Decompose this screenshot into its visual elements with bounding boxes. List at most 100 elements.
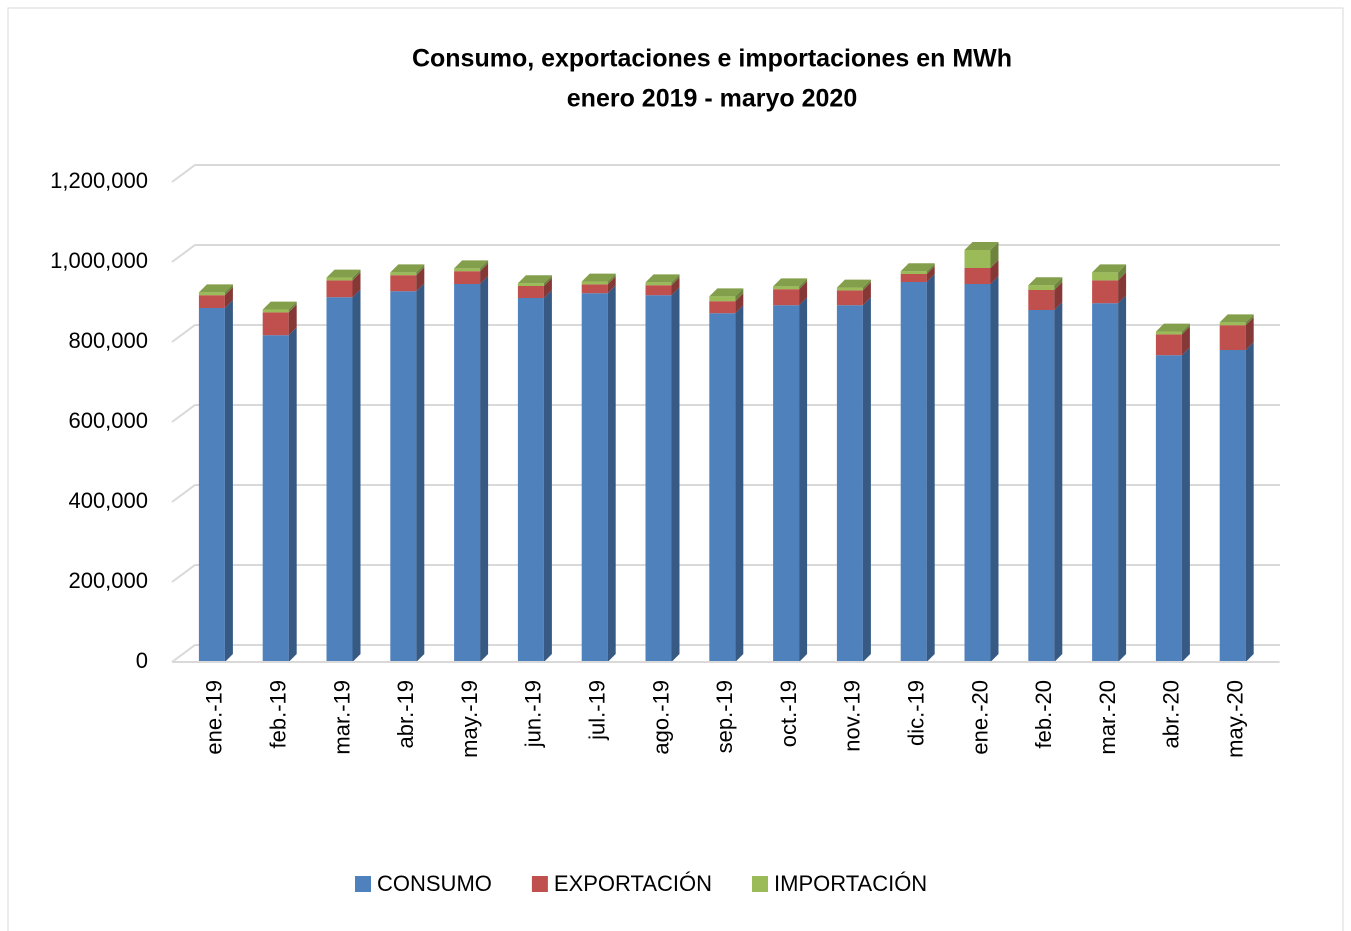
bar-side: [416, 283, 425, 662]
bar-segment: [390, 272, 417, 276]
bar-segment: [1028, 310, 1055, 662]
bar-top: [1092, 264, 1127, 273]
bar-top: [645, 274, 680, 283]
bar-side: [288, 301, 297, 313]
bar-side: [671, 274, 680, 286]
bar-side: [288, 327, 297, 662]
x-tick-label: may.-19: [457, 680, 482, 758]
bar-segment: [1155, 331, 1182, 335]
x-tick-label: abr.-19: [393, 680, 418, 749]
bar-segment: [1092, 303, 1119, 662]
bar-segment: [1092, 272, 1119, 281]
bar-top: [964, 242, 999, 250]
x-tick-label: feb.-20: [1031, 680, 1056, 749]
bar-segment: [198, 295, 225, 308]
bar-side: [862, 282, 871, 306]
bar-top: [1155, 323, 1190, 332]
y-tick-label: 200,000: [68, 568, 148, 593]
bar-side: [480, 263, 489, 284]
bar-segment: [836, 305, 863, 662]
x-tick-label: jun.-19: [521, 680, 546, 748]
bar-segment: [900, 274, 927, 282]
bar-top: [517, 275, 552, 284]
bar-top: [326, 269, 361, 278]
bar-top: [709, 288, 744, 297]
bar-segment: [836, 290, 863, 306]
bar-side: [1181, 326, 1190, 356]
x-tick-label: nov.-19: [840, 680, 865, 752]
bar-side: [735, 305, 744, 662]
bar-side: [607, 273, 616, 285]
bar-side: [1054, 277, 1063, 290]
bar-segment: [1219, 325, 1246, 350]
bar-segment: [773, 286, 800, 290]
bar-side: [990, 242, 999, 268]
x-tick-label: may.-20: [1223, 680, 1248, 758]
bar-side: [352, 289, 361, 662]
bar-segment: [454, 271, 481, 284]
chart-subtitle: enero 2019 - maryo 2020: [567, 85, 857, 113]
x-tick-label: mar.-19: [329, 680, 354, 755]
bar-segment: [581, 293, 608, 662]
bar-side: [543, 278, 552, 298]
bar-segment: [1219, 350, 1246, 662]
bar-side: [224, 300, 233, 662]
bar-side: [1054, 302, 1063, 662]
bar-segment: [1155, 355, 1182, 662]
bar-side: [480, 276, 489, 662]
bar-side: [926, 266, 935, 282]
bar-segment: [262, 312, 289, 336]
x-tick-label: sep.-19: [712, 680, 737, 753]
x-tick-label: ene.-20: [967, 680, 992, 755]
bar-side: [607, 276, 616, 294]
legend-swatch: [355, 876, 371, 892]
bar-top: [390, 264, 425, 273]
bar-segment: [390, 275, 417, 292]
bar-side: [735, 293, 744, 314]
bar-top: [900, 263, 935, 272]
bar-side: [862, 279, 871, 291]
bar-top: [773, 278, 808, 287]
bar-segment: [517, 283, 544, 286]
x-tick-label: abr.-20: [1159, 680, 1184, 749]
bar-segment: [198, 308, 225, 662]
bar-side: [799, 278, 808, 290]
bar-segment: [1028, 290, 1055, 310]
bar-side: [543, 275, 552, 286]
x-tick-label: dic.-19: [904, 680, 929, 746]
bar-segment: [454, 268, 481, 272]
y-tick-label: 800,000: [68, 328, 148, 353]
x-tick-label: jul.-19: [585, 680, 610, 741]
y-tick-label: 400,000: [68, 488, 148, 513]
bar-side: [671, 277, 680, 296]
bar-side: [926, 274, 935, 662]
bar-top: [1219, 314, 1254, 323]
bar-side: [1118, 272, 1127, 304]
bar-segment: [1155, 334, 1182, 356]
bar-segment: [1092, 280, 1119, 304]
bar-side: [1054, 282, 1063, 310]
bar-segment: [964, 268, 991, 284]
bar-top: [581, 273, 616, 282]
x-tick-label: ene.-19: [202, 680, 227, 755]
bar-segment: [900, 271, 927, 274]
bar-segment: [773, 305, 800, 662]
bar-top: [1028, 277, 1063, 286]
bar-segment: [709, 296, 736, 302]
bar-side: [224, 284, 233, 296]
bar-side: [288, 304, 297, 336]
bar-segment: [262, 335, 289, 662]
bar-side: [416, 264, 425, 276]
bar-side: [480, 260, 489, 272]
bar-segment: [390, 291, 417, 662]
bar-segment: [964, 284, 991, 662]
bar-segment: [326, 280, 353, 298]
grid-line: [171, 244, 1280, 263]
bar-segment: [1219, 322, 1246, 326]
legend-swatch: [752, 876, 768, 892]
bar-segment: [964, 250, 991, 268]
bar-side: [862, 297, 871, 662]
bar-segment: [900, 282, 927, 662]
bar-top: [198, 284, 233, 293]
